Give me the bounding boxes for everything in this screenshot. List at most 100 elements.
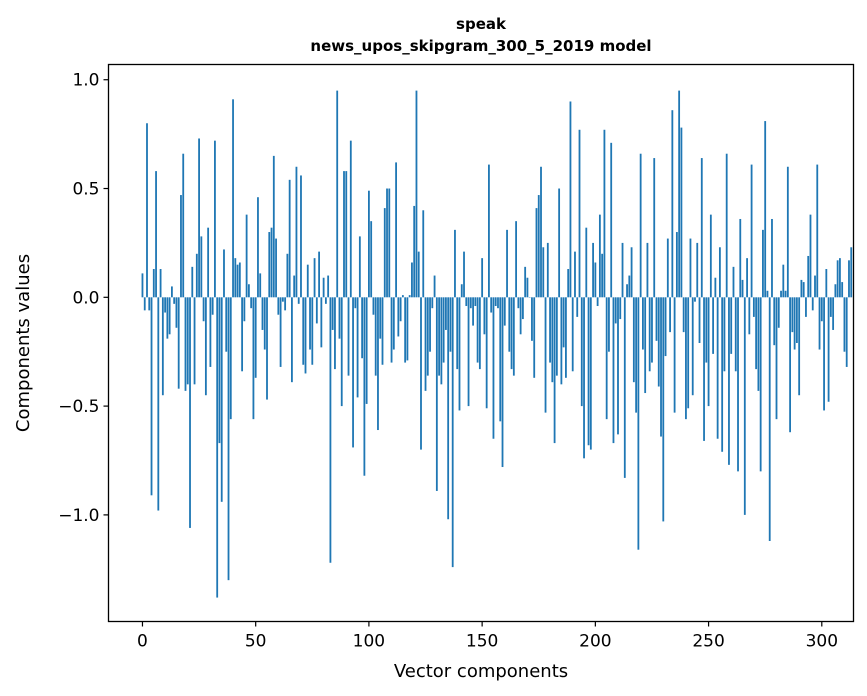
bar — [150, 297, 153, 496]
bar — [247, 284, 250, 298]
bar — [798, 297, 801, 396]
bar — [635, 297, 638, 413]
bar — [352, 297, 354, 448]
bar — [549, 297, 551, 363]
bar — [809, 214, 812, 298]
bar — [433, 275, 436, 298]
bar — [703, 297, 705, 441]
bar — [447, 297, 450, 520]
bar — [445, 297, 447, 330]
bar — [777, 297, 780, 328]
bar — [152, 269, 155, 298]
bar — [646, 242, 649, 298]
bar — [329, 297, 332, 563]
bar — [431, 297, 434, 309]
bar — [614, 297, 617, 324]
bar — [626, 284, 628, 298]
bar — [175, 297, 178, 328]
bar — [141, 273, 144, 298]
bar — [696, 242, 699, 298]
bar — [739, 218, 742, 298]
bar — [771, 218, 773, 298]
bar — [293, 275, 296, 298]
bar — [370, 221, 373, 298]
bar — [524, 266, 527, 298]
bar — [829, 297, 832, 317]
bar — [406, 297, 409, 361]
bar — [728, 297, 730, 465]
bar — [390, 297, 393, 363]
bar — [608, 297, 610, 352]
x-tick-label: 50 — [245, 632, 267, 652]
bar — [483, 297, 486, 335]
bar — [603, 129, 606, 298]
bar — [768, 297, 771, 541]
bar — [284, 297, 287, 311]
bar — [363, 297, 366, 476]
bar — [227, 297, 230, 581]
bar — [660, 297, 662, 437]
bar — [275, 238, 277, 298]
bar — [388, 188, 391, 298]
bar — [499, 297, 502, 422]
bar — [168, 297, 171, 335]
bar — [666, 238, 669, 298]
bar — [295, 166, 298, 298]
y-axis-ticks: −1.0 −0.5 0.0 0.5 1.0 — [58, 71, 109, 526]
bar — [481, 258, 484, 298]
bar — [347, 297, 350, 376]
bar — [232, 99, 234, 298]
bar — [368, 190, 370, 298]
bar — [630, 247, 633, 298]
bar — [671, 110, 674, 298]
bar — [211, 297, 214, 315]
bar — [334, 297, 336, 370]
bar — [243, 297, 246, 322]
bar — [478, 297, 481, 370]
bar — [146, 123, 148, 298]
bar — [780, 290, 782, 298]
bar — [621, 242, 624, 298]
bar — [220, 297, 223, 502]
bar — [705, 297, 708, 363]
y-tick-label: 0.5 — [72, 180, 99, 200]
bar — [218, 297, 221, 444]
bar — [313, 258, 316, 298]
bar — [757, 297, 760, 391]
bar — [268, 232, 271, 298]
bar — [642, 297, 644, 350]
bar — [506, 229, 508, 298]
bar — [594, 262, 597, 298]
bar — [270, 227, 273, 298]
x-axis-ticks: 0 50 100 150 200 250 300 — [137, 621, 838, 652]
bar — [379, 297, 382, 339]
bar — [786, 166, 789, 298]
bar — [848, 260, 850, 298]
x-axis-label: Vector components — [394, 661, 568, 682]
bar — [315, 297, 318, 324]
bar — [678, 90, 681, 298]
bar — [159, 269, 162, 298]
bar — [266, 297, 268, 400]
bar — [288, 179, 291, 298]
bar — [281, 297, 284, 302]
bar — [512, 297, 515, 376]
bar — [424, 297, 427, 391]
bar — [569, 101, 572, 298]
bar — [651, 297, 653, 363]
bar — [841, 282, 844, 298]
bar — [488, 164, 490, 298]
bar — [291, 297, 293, 383]
bar — [259, 273, 262, 298]
bar — [598, 214, 601, 298]
bar — [465, 297, 468, 307]
bar — [755, 297, 758, 370]
bar — [200, 236, 203, 298]
bar — [155, 171, 157, 298]
bar — [732, 266, 735, 298]
bar — [413, 205, 416, 298]
bar — [300, 175, 302, 298]
bar — [254, 297, 257, 378]
bar — [791, 297, 794, 333]
